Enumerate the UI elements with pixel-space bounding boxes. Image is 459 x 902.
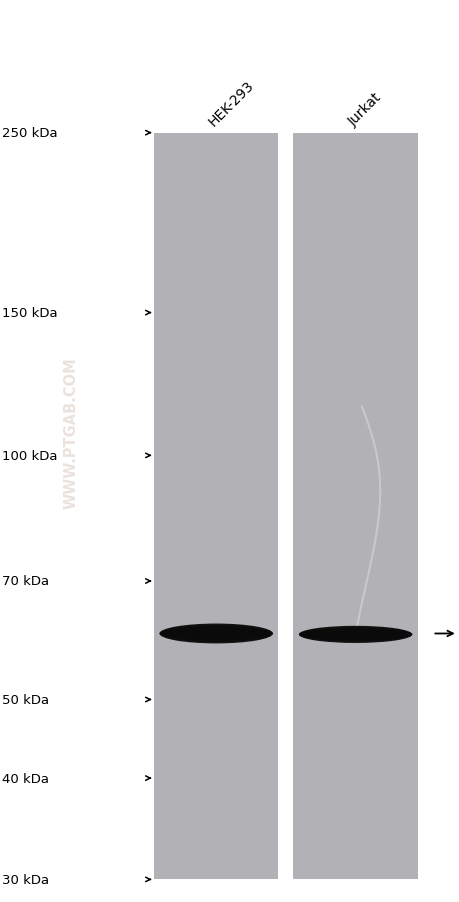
Text: HEK-293: HEK-293	[206, 78, 257, 129]
Text: WWW.PTGAB.COM: WWW.PTGAB.COM	[64, 357, 78, 509]
Text: 50 kDa: 50 kDa	[2, 694, 49, 706]
Text: 150 kDa: 150 kDa	[2, 307, 58, 319]
Ellipse shape	[159, 627, 272, 640]
Ellipse shape	[298, 629, 411, 640]
Text: Jurkat: Jurkat	[345, 90, 383, 129]
Text: 250 kDa: 250 kDa	[2, 127, 58, 140]
Text: 70 kDa: 70 kDa	[2, 575, 49, 588]
Ellipse shape	[159, 630, 272, 638]
Bar	[293, 133, 417, 879]
Text: 100 kDa: 100 kDa	[2, 449, 58, 463]
Ellipse shape	[159, 624, 272, 644]
Ellipse shape	[298, 631, 411, 638]
Text: 30 kDa: 30 kDa	[2, 873, 49, 886]
Bar	[154, 133, 278, 879]
Ellipse shape	[298, 628, 411, 642]
Text: 40 kDa: 40 kDa	[2, 772, 49, 785]
Ellipse shape	[159, 625, 272, 642]
Ellipse shape	[298, 626, 411, 643]
